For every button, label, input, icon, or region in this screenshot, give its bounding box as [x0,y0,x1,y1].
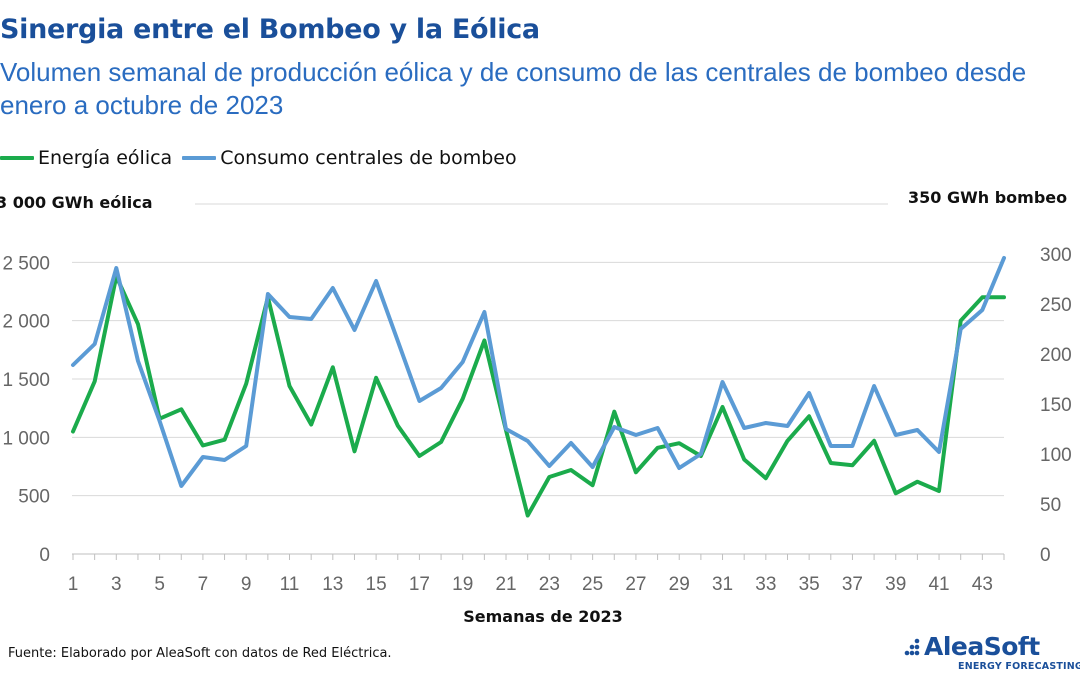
x-tick-label: 9 [241,574,252,595]
logo-dots-icon [904,638,920,656]
series-line-bombeo [71,256,1006,488]
y-left-tick-label: 1 000 [2,428,50,449]
x-tick-label: 29 [669,574,690,595]
x-tick-label: 11 [280,574,300,595]
y-left-tick-label: 2 000 [2,312,50,333]
x-tick-labels: 1 3 5 7 9 11 13 15 17 19 21 23 25 27 29 31 33 35 37 39 41 43 [68,574,993,595]
x-tick-label: 27 [625,574,646,595]
x-tick-label: 39 [885,574,906,595]
series-lines [71,256,1006,518]
legend-label-bombeo: Consumo centrales de bombeo [220,147,517,169]
chart-title: Sinergia entre el Bombeo y la Eólica [0,14,540,45]
y-left-tick-label: 500 [18,487,50,508]
y-right-tick-label: 150 [1040,395,1072,416]
x-tick-label: 41 [928,574,949,595]
legend-label-eolica: Energía eólica [38,147,173,169]
chart-subtitle: Volumen semanal de producción eólica y d… [0,57,1027,120]
x-tick-label: 19 [452,574,473,595]
y-right-tick-labels: 0 50 100 150 200 250 300 [1040,245,1072,566]
legend-item-eolica: Energía eólica [0,147,172,169]
chart-legend: Energía eólica Consumo centrales de bomb… [0,146,527,170]
y-right-tick-label: 100 [1040,445,1072,466]
x-tick-label: 13 [322,574,343,595]
legend-swatch-eolica [0,156,34,160]
x-tick-label: 7 [198,574,209,595]
series-line-eolica [71,274,1006,518]
y-right-tick-label: 0 [1040,545,1051,566]
y-right-tick-label: 200 [1040,345,1072,366]
x-tick-label: 17 [409,574,430,595]
x-tick-label: 43 [972,574,993,595]
y-right-tick-label: 250 [1040,295,1072,316]
y-left-axis-title: 3 000 GWh eólica [0,193,153,212]
x-tick-label: 5 [154,574,165,595]
x-tick-label: 37 [842,574,863,595]
aleasoft-logo: AleaSoft ENERGY FORECASTING [904,632,1080,672]
legend-item-bombeo: Consumo centrales de bombeo [182,147,517,169]
x-tick-label: 3 [111,574,122,595]
y-right-axis-title: 350 GWh bombeo [908,188,1067,207]
x-tick-label: 21 [495,574,516,595]
x-tick-label: 33 [755,574,776,595]
y-left-tick-labels: 0 500 1 000 1 500 2 000 2 500 [2,253,50,566]
x-tick-label: 23 [539,574,560,595]
line-chart: 3 000 GWh eólica 350 GWh bombeo Semanas … [0,188,1072,626]
x-tick-label: 1 [68,574,79,595]
y-left-tick-label: 1 500 [2,370,50,391]
x-axis-title: Semanas de 2023 [463,607,623,626]
logo-name: AleaSoft [924,632,1040,661]
y-left-tick-label: 0 [39,545,50,566]
y-right-tick-label: 300 [1040,245,1072,266]
logo-tagline: ENERGY FORECASTING [958,661,1080,672]
x-tick-label: 15 [366,574,387,595]
y-left-tick-label: 2 500 [2,253,50,274]
source-note: Fuente: Elaborado por AleaSoft con datos… [8,646,392,661]
y-right-tick-label: 50 [1040,495,1061,516]
x-tick-label: 25 [582,574,603,595]
x-tick-label: 35 [799,574,820,595]
x-tick-label: 31 [712,574,733,595]
legend-swatch-bombeo [182,156,217,160]
